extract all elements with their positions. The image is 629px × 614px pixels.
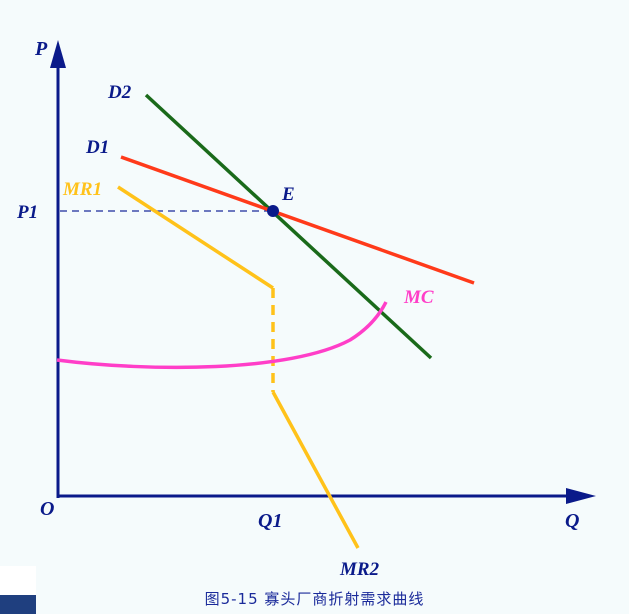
d1-curve [120,155,475,285]
mc-curve [56,301,388,370]
mr2-curve [271,391,360,549]
mr1-label: MR1 [62,179,102,200]
y-axis-label: P [34,38,48,60]
window-edge-strip [0,566,36,614]
q1-label: Q1 [258,510,282,532]
origin-label: O [40,498,54,520]
p1-label: P1 [16,202,38,223]
equilibrium-label: E [281,184,295,205]
figure-caption: 图5-15 寡头厂商折射需求曲线 [204,590,425,608]
p1-label-text: P1 [16,202,38,223]
x-axis-label: Q [565,510,579,532]
mr2-label: MR2 [339,559,380,580]
mc-label: MC [403,287,434,308]
equilibrium-point [267,205,279,217]
mr1-curve [117,185,274,290]
d2-label: D2 [107,82,132,103]
x-axis-arrow [566,488,596,504]
y-axis-arrow [50,40,66,68]
d1-label: D1 [85,137,109,158]
d2-curve [144,93,433,360]
